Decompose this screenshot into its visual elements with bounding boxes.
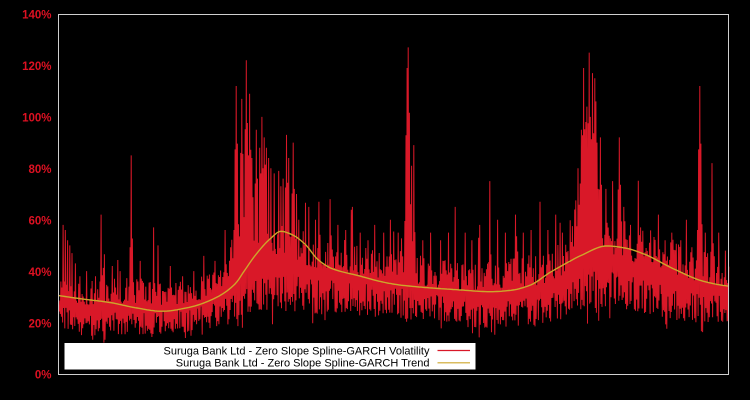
svg-text:100%: 100% [22, 113, 51, 125]
svg-text:40%: 40% [28, 267, 51, 279]
svg-text:Suruga Bank Ltd - Zero Slope S: Suruga Bank Ltd - Zero Slope Spline-GARC… [164, 346, 430, 358]
svg-text:Suruga Bank Ltd - Zero Slope S: Suruga Bank Ltd - Zero Slope Spline-GARC… [176, 358, 430, 370]
svg-text:140%: 140% [22, 10, 51, 22]
svg-text:120%: 120% [22, 61, 51, 73]
svg-text:60%: 60% [28, 215, 51, 227]
svg-text:0%: 0% [35, 370, 52, 382]
svg-text:20%: 20% [28, 318, 51, 330]
svg-text:80%: 80% [28, 164, 51, 176]
